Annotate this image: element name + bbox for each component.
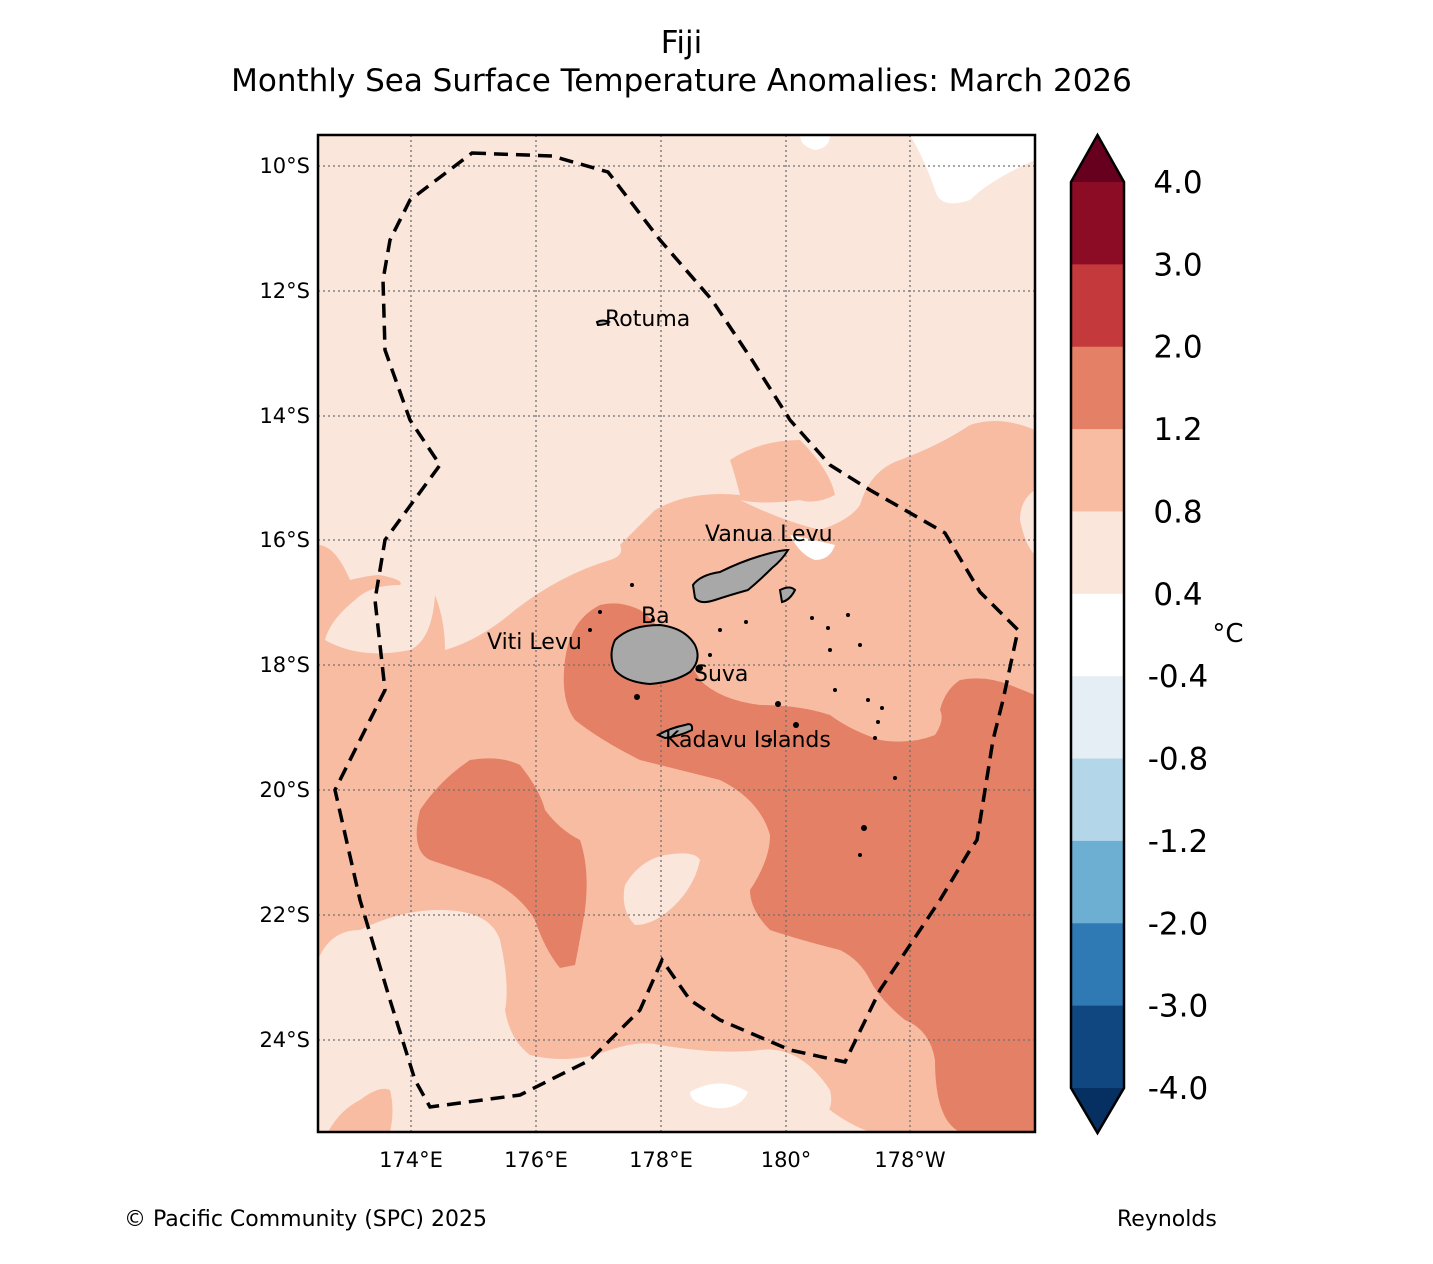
- lon-label-178w: 178°W: [874, 1148, 946, 1172]
- colorbar-tick-label: 0.4: [1153, 577, 1202, 613]
- neutral-strip-vanua-levu: [790, 535, 835, 560]
- data-source: Reynolds: [1117, 1207, 1217, 1232]
- colorbar-tick-label: 0.8: [1153, 494, 1202, 530]
- colorbar: [1069, 132, 1126, 1136]
- neutral-patch-ne: [910, 135, 1035, 204]
- colorbar-tick-label: 4.0: [1153, 165, 1202, 201]
- lat-label-10s: 10°S: [259, 154, 310, 178]
- longitude-labels: 174°E 176°E 178°E 180° 178°W: [379, 1148, 946, 1172]
- colorbar-tick-label: 3.0: [1153, 247, 1202, 283]
- colorbar-extend-upper: [1071, 135, 1124, 182]
- colorbar-tick-labels: 4.0 3.0 2.0 1.2 0.8 0.4 -0.4 -0.8 -1.2 -2.0 -3.0 -4…: [1148, 165, 1209, 1107]
- anomaly-field: [318, 135, 1035, 1132]
- lon-label-174e: 174°E: [379, 1148, 443, 1172]
- anomaly-band-low-center: [623, 853, 700, 925]
- colorbar-tick-label: -3.0: [1148, 989, 1209, 1025]
- colorbar-tick-label: -4.0: [1148, 1071, 1209, 1107]
- land-masses: [595, 319, 797, 740]
- map-frame: [316, 133, 1037, 1134]
- lon-label-180: 180°: [761, 1148, 812, 1172]
- colorbar-segment: [1071, 182, 1124, 265]
- kadavu-island: [655, 723, 694, 740]
- anomaly-band-low-south: [318, 910, 832, 1132]
- label-kadavu: Kadavu Islands: [665, 728, 831, 753]
- colorbar-segment: [1071, 676, 1124, 760]
- lat-label-16s: 16°S: [259, 528, 310, 552]
- anomaly-band-mid-sw: [328, 1088, 393, 1132]
- neutral-patch-n: [800, 135, 830, 150]
- lat-label-20s: 20°S: [259, 778, 310, 802]
- neutral-patch-s: [690, 1083, 748, 1109]
- place-labels: Rotuma Vanua Levu Ba Viti Levu Suva Kada…: [487, 307, 833, 753]
- colorbar-segment: [1071, 264, 1124, 348]
- colorbar-tick-label: 1.2: [1153, 412, 1202, 448]
- taveuni-island: [778, 586, 797, 604]
- colorbar-segment: [1071, 923, 1124, 1007]
- colorbar-segment: [1071, 1005, 1124, 1089]
- lat-label-12s: 12°S: [259, 279, 310, 303]
- label-ba: Ba: [641, 604, 670, 629]
- colorbar-tick-label: -0.8: [1148, 742, 1209, 778]
- lat-label-22s: 22°S: [259, 903, 310, 927]
- eez-boundary: [333, 151, 1020, 1109]
- vanua-levu-island: [691, 548, 790, 604]
- label-vanua-levu: Vanua Levu: [705, 522, 833, 547]
- colorbar-segment: [1071, 511, 1124, 595]
- lon-label-178e: 178°E: [629, 1148, 693, 1172]
- map-subtitle: Monthly Sea Surface Temperature Anomalie…: [231, 63, 1132, 99]
- colorbar-segment: [1071, 840, 1124, 924]
- viti-levu-island: [610, 623, 699, 686]
- label-viti-levu: Viti Levu: [487, 630, 582, 655]
- lat-label-14s: 14°S: [259, 404, 310, 428]
- small-islets: [588, 583, 897, 857]
- colorbar-tick-label: -0.4: [1148, 659, 1209, 695]
- colorbar-outline: [1069, 132, 1126, 1136]
- latitude-labels: 10°S 12°S 14°S 16°S 18°S 20°S 22°S 24°S: [259, 154, 310, 1052]
- lon-label-176e: 176°E: [504, 1148, 568, 1172]
- colorbar-tick-label: -2.0: [1148, 906, 1209, 942]
- colorbar-extend-lower: [1071, 1088, 1124, 1133]
- rotuma-island: [595, 319, 611, 327]
- colorbar-unit: °C: [1212, 619, 1243, 649]
- label-rotuma: Rotuma: [605, 307, 690, 332]
- colorbar-tick-label: -1.2: [1148, 824, 1209, 860]
- copyright-credit: © Pacific Community (SPC) 2025: [124, 1207, 487, 1232]
- colorbar-segment: [1071, 593, 1124, 677]
- label-suva: Suva: [694, 662, 748, 687]
- lat-label-24s: 24°S: [259, 1028, 310, 1052]
- colorbar-segment: [1071, 346, 1124, 430]
- colorbar-segment: [1071, 758, 1124, 842]
- anomaly-band-high-east: [563, 603, 1035, 1132]
- map-title: Fiji: [660, 25, 703, 61]
- colorbar-tick-label: 2.0: [1153, 330, 1202, 366]
- colorbar-segment: [1071, 429, 1124, 512]
- lat-label-18s: 18°S: [259, 653, 310, 677]
